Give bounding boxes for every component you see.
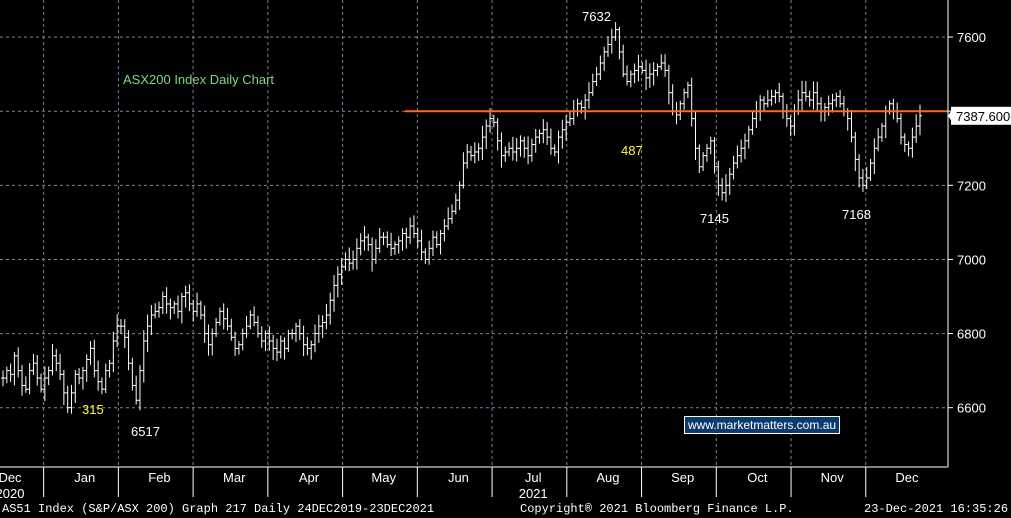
annotation-label: 487 <box>621 143 643 158</box>
last-price-label: 7387.600 <box>956 109 1010 124</box>
y-tick-label: 6800 <box>957 327 986 342</box>
y-tick-label: 7000 <box>957 252 986 267</box>
x-tick-label: Jun <box>448 470 469 485</box>
x-tick-label: Jan <box>74 470 95 485</box>
chart-annotations: 7632 7145 7168 6517 315 487 <box>82 9 871 439</box>
footer-copyright: Copyright® 2021 Bloomberg Finance L.P. <box>520 502 794 516</box>
annotation-label: 315 <box>82 402 104 417</box>
last-price-pointer <box>948 109 952 122</box>
x-year-label: 2020 <box>0 486 24 500</box>
y-tick-label: 7200 <box>957 178 986 193</box>
watermark-link[interactable]: www.marketmatters.com.au <box>684 416 841 434</box>
x-tick-label: Apr <box>299 470 320 485</box>
x-tick-label: Sep <box>671 470 694 485</box>
x-tick-label: May <box>371 470 396 485</box>
y-tick-label: 6600 <box>957 401 986 416</box>
annotation-label: 6517 <box>131 424 160 439</box>
last-price-tag <box>951 106 1011 125</box>
x-axis: Dec2020JanFebMarAprMayJunJul2021AugSepOc… <box>0 466 948 500</box>
x-year-label: 2021 <box>519 486 548 500</box>
chart-canvas: 6600680070007200740076007387.600 Dec2020… <box>0 0 1011 500</box>
annotation-label: 7145 <box>700 211 729 226</box>
status-footer: AS51 Index (S&P/ASX 200) Graph 217 Daily… <box>0 500 1011 518</box>
x-tick-label: Dec <box>0 470 22 485</box>
footer-timestamp: 23-Dec-2021 16:35:26 <box>864 502 1009 516</box>
x-tick-label: Jul <box>525 470 542 485</box>
x-tick-label: Dec <box>895 470 919 485</box>
x-tick-label: Nov <box>821 470 845 485</box>
price-bars <box>1 22 922 414</box>
annotation-label: 7632 <box>582 9 611 24</box>
chart-title: ASX200 Index Daily Chart <box>123 72 275 87</box>
footer-security-info: AS51 Index (S&P/ASX 200) Graph 217 Daily… <box>2 502 435 516</box>
y-axis: 6600680070007200740076007387.600 <box>947 0 1011 467</box>
grid-lines <box>0 0 948 467</box>
x-tick-label: Feb <box>148 470 170 485</box>
y-tick-label: 7600 <box>957 30 986 45</box>
x-tick-label: Oct <box>747 470 768 485</box>
annotation-label: 7168 <box>842 207 871 222</box>
x-tick-label: Mar <box>223 470 246 485</box>
x-tick-label: Aug <box>596 470 619 485</box>
